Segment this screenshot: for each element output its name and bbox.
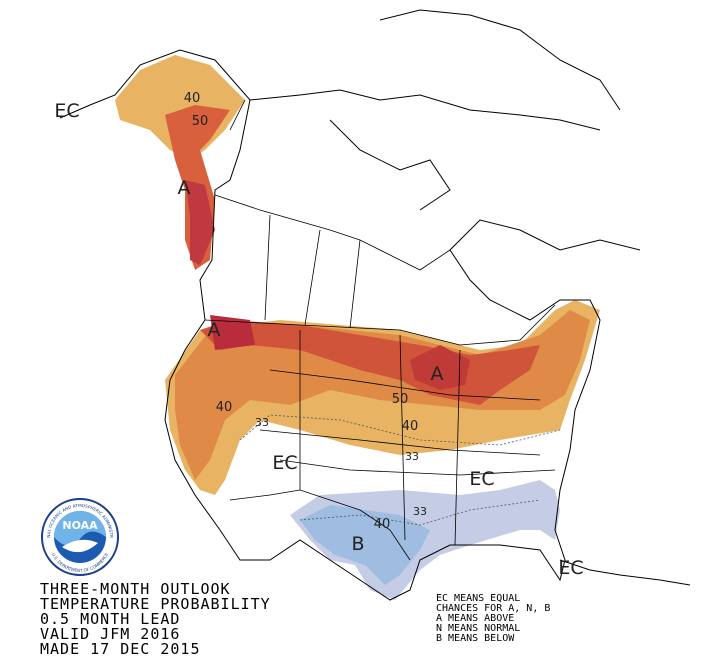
- map-label: 40: [184, 91, 201, 106]
- map-label: 40: [374, 517, 391, 532]
- above-shading: [115, 55, 600, 495]
- below-shading: [290, 480, 560, 600]
- logo-text: NOAA: [62, 519, 98, 532]
- map-label: 40: [216, 400, 233, 415]
- map-labels: EC 40 50 A A A 40 33 50 40 33 EC EC 33 40 B EC: [54, 91, 583, 579]
- map-label: B: [351, 533, 364, 555]
- map-label: 33: [413, 505, 427, 518]
- map-label: A: [178, 177, 191, 199]
- title-line: MADE 17 DEC 2015: [40, 640, 201, 658]
- legend-line: EC MEANS EQUAL: [436, 593, 520, 604]
- map-label: EC: [54, 100, 79, 122]
- coastlines: [59, 9, 691, 601]
- legend-line: CHANCES FOR A, N, B: [436, 603, 550, 614]
- borders: [204, 99, 556, 561]
- map-label: EC: [469, 468, 494, 490]
- legend-line: A MEANS ABOVE: [436, 613, 514, 624]
- map-label: EC: [558, 557, 583, 579]
- map-label: 50: [192, 114, 209, 129]
- map-label: 40: [402, 419, 419, 434]
- title-line: THREE-MONTH OUTLOOK: [40, 580, 231, 598]
- legend-line: B MEANS BELOW: [436, 633, 515, 644]
- map-label: A: [431, 363, 444, 385]
- map-label: EC: [272, 452, 297, 474]
- map-label: 33: [405, 450, 419, 463]
- map-label: 50: [392, 392, 409, 407]
- map-label: A: [208, 319, 221, 341]
- title-line: 0.5 MONTH LEAD: [40, 610, 180, 628]
- title-line: VALID JFM 2016: [40, 625, 180, 643]
- noaa-logo: NOAA NATIONAL OCEANIC AND ATMOSPHERIC AD…: [41, 498, 119, 576]
- legend-line: N MEANS NORMAL: [436, 623, 520, 634]
- map-label: 33: [255, 416, 269, 429]
- title-line: TEMPERATURE PROBABILITY: [40, 595, 271, 613]
- contours: [239, 414, 561, 526]
